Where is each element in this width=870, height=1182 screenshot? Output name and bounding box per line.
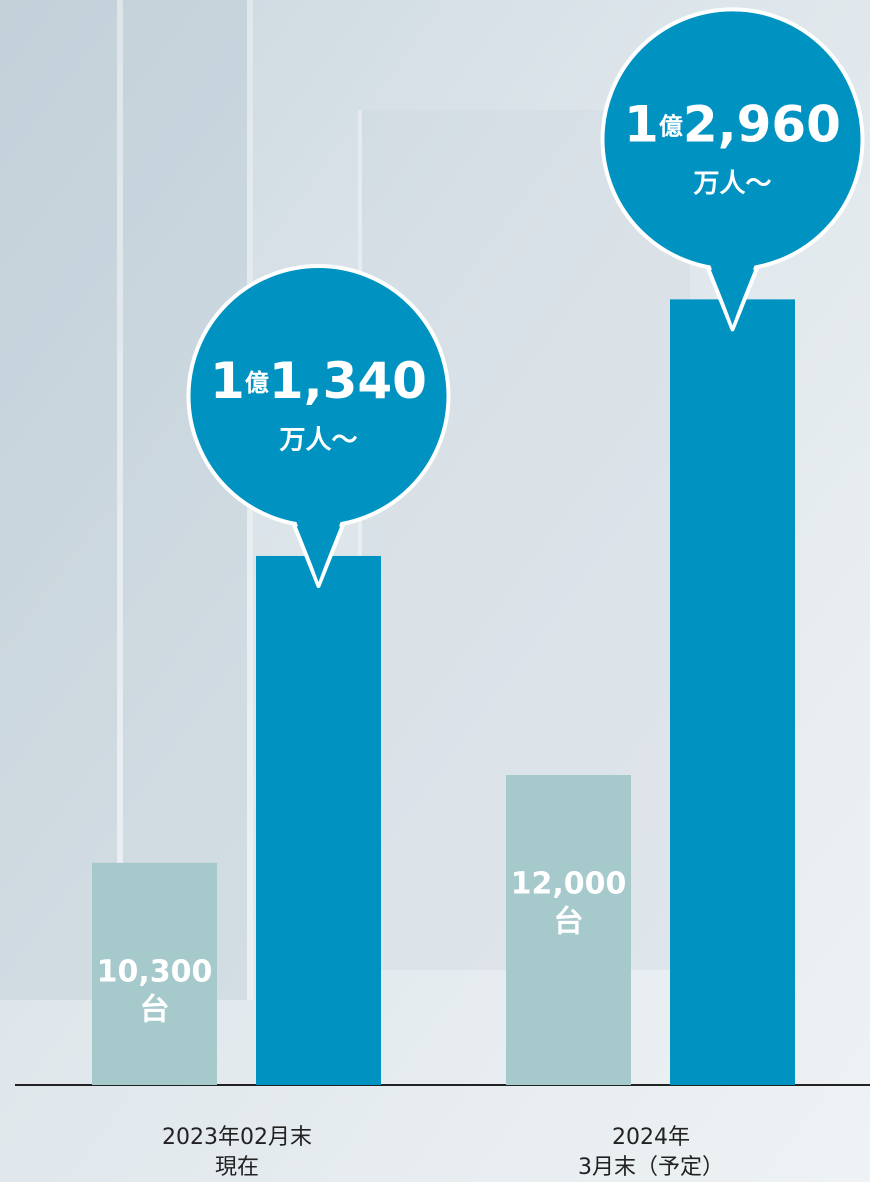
x-tick-label: 現在 [215,1155,259,1180]
value-label: 12,000 [511,867,627,902]
bubble-joint [290,505,347,582]
bar [506,775,631,1085]
value-label: 1億1,340 [210,351,427,409]
bubble-joint [704,249,761,326]
value-label: 1億2,960 [624,95,841,153]
unit-label: 万人～ [693,169,771,199]
bar [92,862,217,1085]
bar [670,299,795,1085]
unit-label: 台 [140,992,170,1027]
x-tick-label: 2024年 [612,1125,690,1150]
unit-label: 万人～ [279,425,357,455]
unit-label: 台 [554,905,584,940]
bar [256,555,381,1085]
x-tick-label: 2023年02月末 [162,1125,312,1150]
background-decor [0,0,690,1000]
value-label: 10,300 [97,954,213,989]
x-tick-label: 3月末（予定） [578,1155,724,1180]
